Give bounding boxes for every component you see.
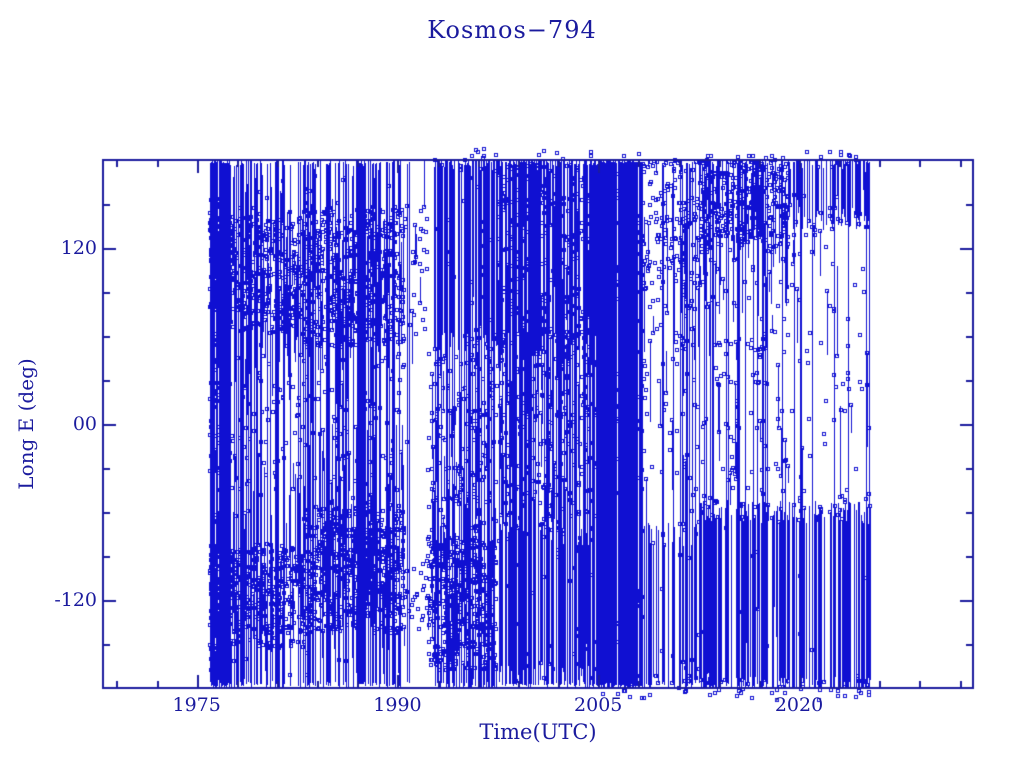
y-tick-label: 00 bbox=[72, 413, 97, 435]
chart-title: Kosmos−794 bbox=[427, 16, 597, 44]
y-tick-label: 120 bbox=[60, 237, 97, 259]
x-axis-label: Time(UTC) bbox=[479, 720, 597, 744]
x-tick-label: 1975 bbox=[172, 694, 221, 716]
y-tick-label: -120 bbox=[54, 589, 97, 611]
x-tick-label: 2005 bbox=[574, 694, 623, 716]
x-tick-label: 2020 bbox=[774, 694, 824, 716]
x-tick-label: 1990 bbox=[373, 694, 422, 716]
